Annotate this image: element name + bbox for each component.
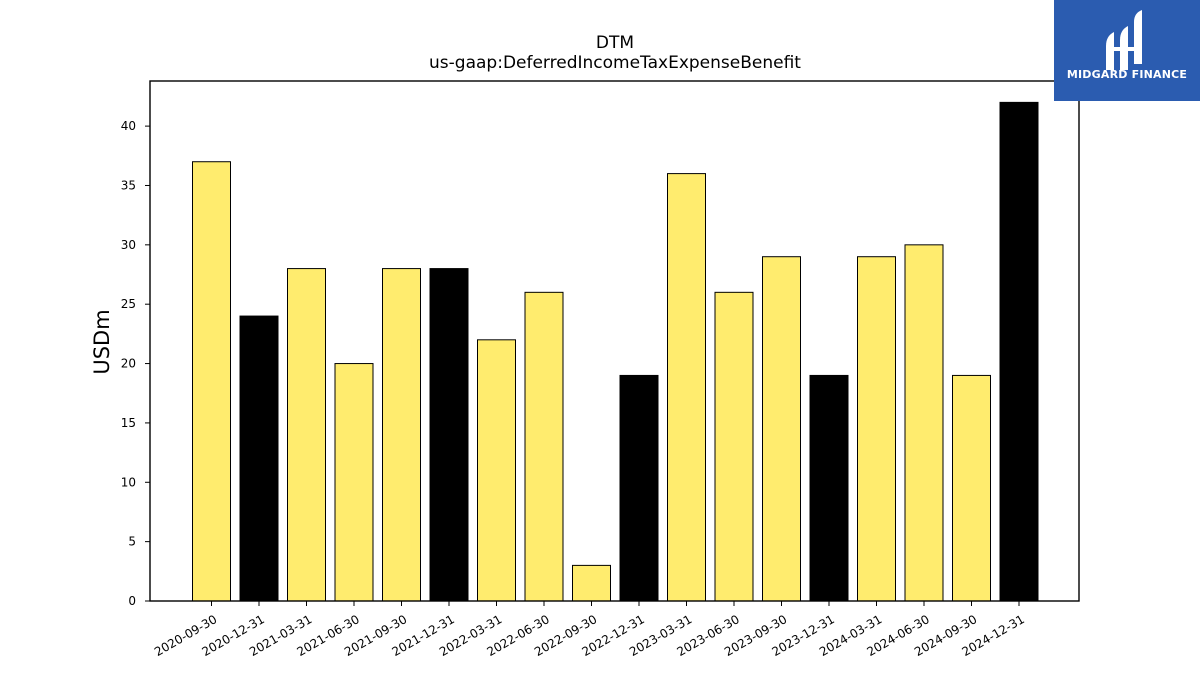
y-tick-label: 0 — [128, 594, 136, 608]
bar-2022-03-31 — [477, 339, 516, 602]
y-tick-label: 35 — [121, 178, 136, 192]
bar-2023-03-31 — [667, 173, 706, 602]
y-tick-label: 5 — [128, 535, 136, 549]
chart-title: DTM — [596, 33, 634, 53]
bar-2024-09-30 — [952, 374, 991, 602]
bar-2021-09-30 — [382, 268, 421, 602]
bar-2024-12-31 — [999, 101, 1039, 602]
bars-group — [192, 101, 1039, 602]
plot-frame — [149, 80, 1080, 602]
bar-2022-06-30 — [524, 291, 564, 602]
y-tick-label: 15 — [121, 416, 136, 430]
bar-2023-12-31 — [809, 374, 849, 602]
y-tick-label: 25 — [121, 297, 136, 311]
bar-2024-03-31 — [857, 256, 896, 602]
bar-2020-12-31 — [239, 315, 279, 602]
y-tick-label: 30 — [121, 238, 136, 252]
brand-logo-text: MIDGARD FINANCE — [1066, 68, 1188, 81]
y-tick-label: 10 — [121, 475, 136, 489]
bar-2023-06-30 — [714, 291, 754, 602]
y-axis-label: USDm — [90, 309, 114, 374]
y-tick-label: 40 — [121, 119, 136, 133]
bar-2020-09-30 — [192, 161, 231, 602]
y-ticks-group: 0 5 10 15 20 25 30 35 40 — [121, 119, 150, 608]
bar-2022-12-31 — [619, 374, 659, 602]
bar-2023-09-30 — [762, 256, 801, 602]
brand-logo: MIDGARD FINANCE — [1054, 0, 1200, 101]
bar-2021-03-31 — [287, 268, 326, 602]
bar-2021-06-30 — [334, 363, 374, 602]
midgard-logo-icon — [1106, 10, 1142, 70]
x-ticks-group: 2020-09-302020-12-312021-03-312021-06-30… — [152, 601, 1027, 659]
y-tick-label: 20 — [121, 357, 136, 371]
chart-subtitle: us-gaap:DeferredIncomeTaxExpenseBenefit — [429, 53, 801, 73]
bar-2024-06-30 — [904, 244, 944, 602]
bar-2021-12-31 — [429, 268, 469, 602]
bar-2022-09-30 — [572, 564, 611, 602]
